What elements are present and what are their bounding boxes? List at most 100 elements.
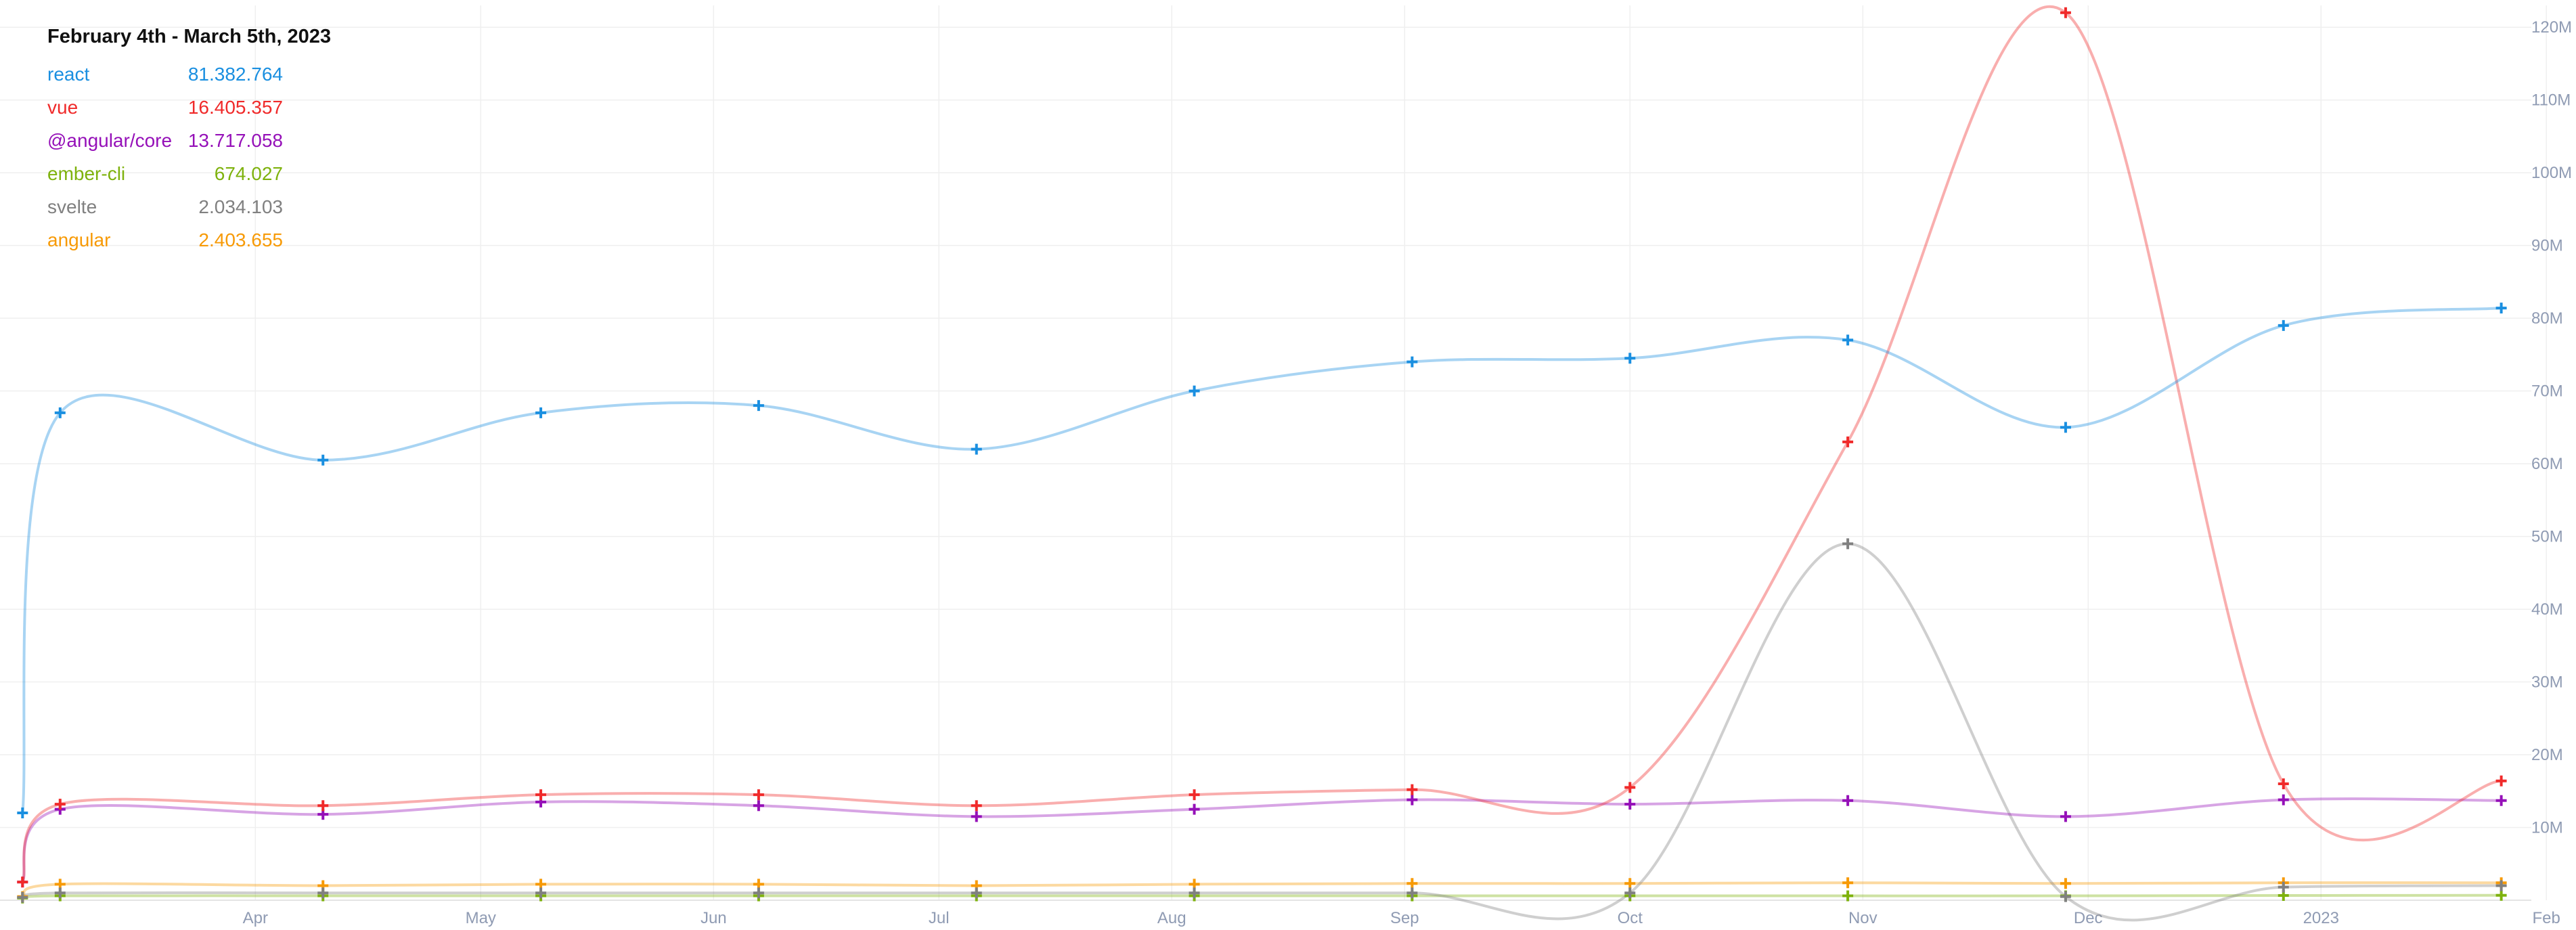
- data-point-react: [2278, 319, 2289, 331]
- legend-series-value: 81.382.764: [187, 63, 283, 85]
- legend-item-angular-core[interactable]: @angular/core 13.717.058: [47, 124, 331, 157]
- data-point-angularcore: [1406, 794, 1418, 805]
- series-line-svelte: [22, 542, 2502, 922]
- legend-item-svelte[interactable]: svelte 2.034.103: [47, 190, 331, 223]
- legend-series-value: 16.405.357: [187, 96, 283, 118]
- y-tick-label: 30M: [2531, 673, 2563, 692]
- x-tick-label: Jul: [929, 909, 950, 927]
- data-point-react: [1624, 353, 1636, 364]
- data-point-vue: [2060, 7, 2071, 18]
- data-point-svelte: [1406, 887, 1418, 899]
- series-markers: [17, 7, 2507, 904]
- data-point-angular: [2060, 878, 2071, 889]
- legend-series-value: 13.717.058: [187, 129, 283, 151]
- y-tick-label: 110M: [2531, 91, 2571, 110]
- data-point-svelte: [2278, 881, 2289, 893]
- legend-series-name: svelte: [47, 196, 97, 217]
- x-tick-label: Oct: [1618, 909, 1643, 927]
- data-point-svelte: [1189, 887, 1200, 899]
- legend-series-name: react: [47, 63, 90, 85]
- data-point-svelte: [971, 887, 982, 899]
- y-tick-label: 40M: [2531, 600, 2563, 619]
- data-point-vue: [1842, 436, 1854, 447]
- data-point-vue: [54, 799, 66, 810]
- legend-series-value: 674.027: [214, 162, 283, 184]
- x-tick-label: Jun: [701, 909, 727, 927]
- x-tick-label: Feb: [2533, 909, 2560, 927]
- data-point-react: [2060, 422, 2071, 433]
- data-point-vue: [2278, 778, 2289, 790]
- y-tick-label: 90M: [2531, 237, 2563, 255]
- data-point-svelte: [1842, 538, 1854, 550]
- legend-series-value: 2.034.103: [198, 196, 283, 217]
- date-range-title: February 4th - March 5th, 2023: [47, 26, 332, 47]
- series-line-react: [21, 307, 2502, 814]
- data-point-svelte: [1624, 887, 1636, 899]
- legend-series-name: angular: [47, 229, 111, 250]
- data-point-vue: [1189, 789, 1200, 801]
- y-axis: 10M 20M 30M 40M 50M 60M 70M 80M 90M 100M 110M 120M: [2531, 18, 2572, 837]
- legend-item-ember-cli[interactable]: ember-cli 674.027: [47, 157, 331, 190]
- y-tick-label: 60M: [2531, 455, 2563, 473]
- data-point-angularcore: [1189, 803, 1200, 815]
- x-tick-label: Nov: [1848, 909, 1878, 927]
- data-point-embercli: [1842, 890, 1854, 902]
- chart-grid: [0, 5, 2547, 901]
- data-point-angularcore: [1624, 799, 1636, 810]
- x-tick-label: Sep: [1390, 909, 1419, 927]
- data-point-angularcore: [971, 811, 982, 822]
- legend-series-name: ember-cli: [47, 162, 126, 184]
- data-point-angular: [1842, 877, 1854, 889]
- y-tick-label: 70M: [2531, 382, 2563, 401]
- data-point-react: [971, 443, 982, 455]
- legend-item-react[interactable]: react 81.382.764: [47, 58, 331, 91]
- data-point-angularcore: [2495, 795, 2507, 806]
- data-point-angularcore: [753, 800, 764, 812]
- y-tick-label: 120M: [2531, 18, 2572, 37]
- data-point-svelte: [2060, 891, 2071, 902]
- data-point-react: [317, 454, 329, 466]
- data-point-angular: [1624, 878, 1636, 889]
- data-point-svelte: [535, 887, 547, 899]
- x-tick-label: Dec: [2074, 909, 2103, 927]
- y-tick-label: 10M: [2531, 819, 2563, 837]
- data-point-react: [54, 407, 66, 418]
- data-point-vue: [2495, 775, 2507, 787]
- data-point-svelte: [54, 887, 66, 899]
- data-point-angular: [1406, 878, 1418, 889]
- data-point-vue: [17, 877, 28, 888]
- x-axis: Apr May Jun Jul Aug Sep Oct Nov Dec 2023 Feb: [243, 909, 2560, 927]
- y-tick-label: 100M: [2531, 164, 2572, 182]
- data-point-angularcore: [1842, 795, 1854, 806]
- data-point-embercli: [2495, 889, 2507, 901]
- data-point-svelte: [753, 887, 764, 899]
- legend-series-value: 2.403.655: [198, 229, 283, 250]
- data-point-vue: [753, 789, 764, 801]
- data-point-react: [753, 400, 764, 412]
- series-line-vue: [21, 5, 2502, 883]
- y-tick-label: 80M: [2531, 309, 2563, 328]
- data-point-vue: [1406, 784, 1418, 795]
- data-point-react: [1406, 356, 1418, 368]
- data-point-react: [535, 407, 547, 418]
- data-point-vue: [971, 800, 982, 812]
- x-tick-label: May: [466, 909, 496, 927]
- data-point-svelte: [2495, 880, 2507, 891]
- data-point-svelte: [317, 887, 329, 899]
- chart-legend: February 4th - March 5th, 2023 react 81.…: [47, 26, 331, 257]
- data-point-angularcore: [2278, 794, 2289, 805]
- y-tick-label: 50M: [2531, 528, 2563, 546]
- legend-series-name: @angular/core: [47, 129, 173, 151]
- y-tick-label: 20M: [2531, 746, 2563, 764]
- x-tick-label: Apr: [243, 909, 268, 927]
- data-point-svelte: [17, 891, 28, 903]
- legend-series-name: vue: [47, 96, 79, 118]
- x-tick-label: Aug: [1157, 909, 1186, 927]
- legend-item-vue[interactable]: vue 16.405.357: [47, 91, 331, 124]
- data-point-react: [2495, 303, 2507, 314]
- series-line-embercli: [22, 893, 2502, 900]
- data-point-react: [17, 807, 28, 819]
- data-point-vue: [535, 789, 547, 801]
- legend-item-angular[interactable]: angular 2.403.655: [47, 223, 331, 257]
